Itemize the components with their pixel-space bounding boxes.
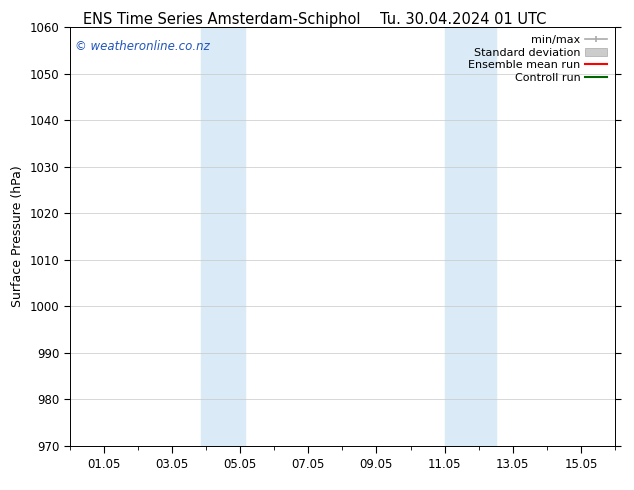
Bar xyxy=(444,27,496,446)
Text: Tu. 30.04.2024 01 UTC: Tu. 30.04.2024 01 UTC xyxy=(380,12,546,27)
Bar xyxy=(201,27,245,446)
Y-axis label: Surface Pressure (hPa): Surface Pressure (hPa) xyxy=(11,166,24,307)
Text: ENS Time Series Amsterdam-Schiphol: ENS Time Series Amsterdam-Schiphol xyxy=(83,12,361,27)
Legend: min/max, Standard deviation, Ensemble mean run, Controll run: min/max, Standard deviation, Ensemble me… xyxy=(466,32,609,85)
Text: © weatheronline.co.nz: © weatheronline.co.nz xyxy=(75,40,210,52)
